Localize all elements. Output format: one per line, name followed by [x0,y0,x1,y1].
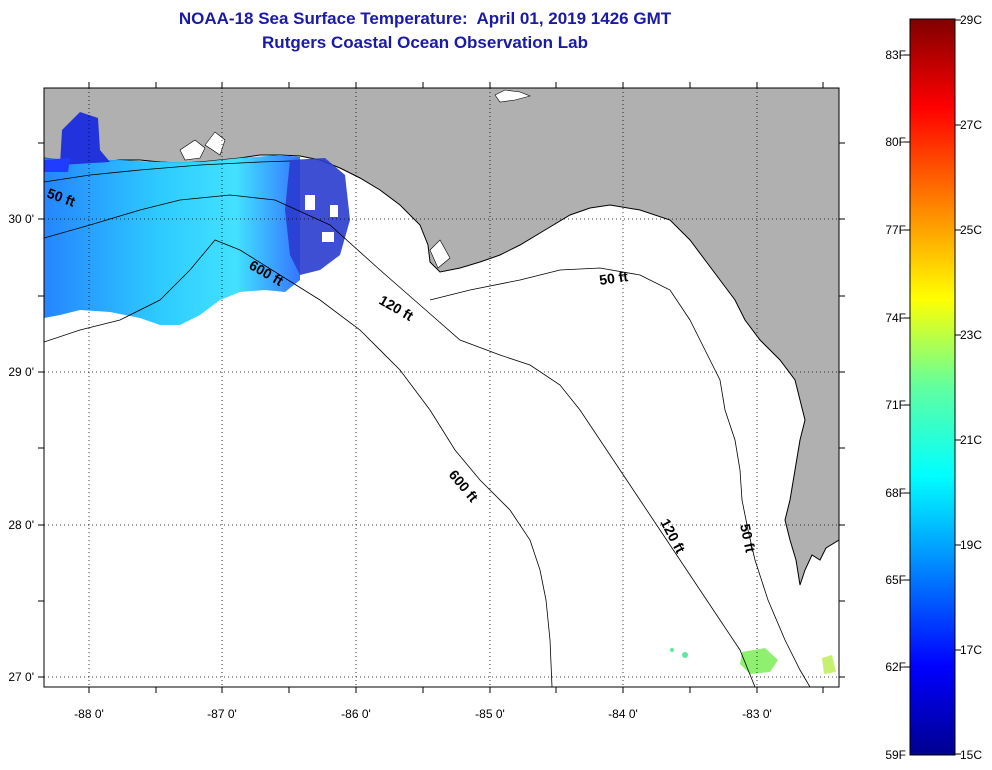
colorbar [909,18,956,756]
isobath-label: 50 ft [598,268,629,288]
colorbar-f-label: 65F [885,573,906,587]
isobath-600ft [44,239,553,687]
colorbar-c-label: 25C [960,223,982,237]
lat-label: 28 0' [8,518,34,532]
isobath-label: 50 ft [737,522,759,554]
colorbar-f-label: 62F [885,660,906,674]
sst-patch-southeast [740,648,778,674]
colorbar-f-label: 83F [885,48,906,62]
colorbar-c-label: 19C [960,538,982,552]
lon-label: -84 0' [608,707,638,721]
isobath-50ft [44,160,811,687]
colorbar-f-label: 80F [885,135,906,149]
sst-patch-west [44,155,300,325]
sst-patch-dark [285,158,350,275]
colorbar-c-label: 23C [960,328,982,342]
lon-label: -87 0' [207,707,237,721]
colorbar-c-label: 15C [960,748,982,762]
lon-label: -85 0' [475,707,505,721]
map-frame [43,87,840,688]
colorbar-c-label: 27C [960,118,982,132]
lat-label: 29 0' [8,365,34,379]
map-subtitle: Rutgers Coastal Ocean Observation Lab [262,33,588,52]
isobath-120ft [44,194,756,687]
map-title: NOAA-18 Sea Surface Temperature: April 0… [178,9,672,28]
colorbar-c-label: 29C [960,13,982,27]
sst-patch-bay [60,112,110,165]
colorbar-f-label: 71F [885,398,906,412]
colorbar-f-label: 59F [885,748,906,762]
lon-label: -83 0' [742,707,772,721]
graticule [44,88,839,687]
colorbar-f-label: 68F [885,486,906,500]
lon-label: -88 0' [74,707,104,721]
colorbar-f-label: 74F [885,311,906,325]
colorbar-c-label: 21C [960,433,982,447]
lat-label: 27 0' [8,670,34,684]
lon-label: -86 0' [341,707,371,721]
colorbar-c-label: 17C [960,643,982,657]
colorbar-f-label: 77F [885,223,906,237]
lat-label: 30 0' [8,212,34,226]
